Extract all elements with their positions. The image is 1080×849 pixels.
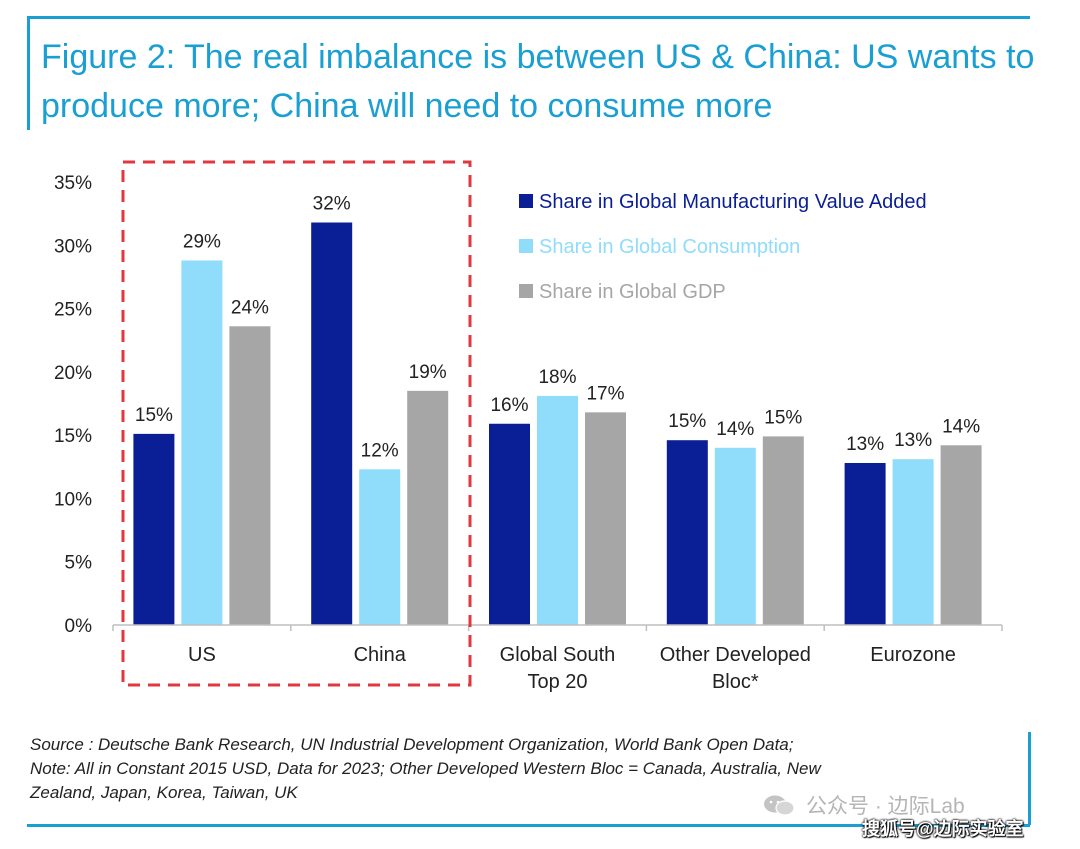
bar-value-label: 18% bbox=[538, 367, 576, 388]
bar bbox=[666, 440, 708, 625]
figure-title: Figure 2: The real imbalance is between … bbox=[41, 38, 1035, 125]
legend-swatch bbox=[519, 239, 533, 253]
bar bbox=[940, 445, 982, 625]
bar bbox=[537, 395, 578, 625]
footnote: Source : Deutsche Bank Research, UN Indu… bbox=[30, 733, 1020, 805]
y-tick-label: 25% bbox=[54, 300, 92, 321]
bar bbox=[133, 433, 175, 625]
y-tick-label: 10% bbox=[54, 489, 92, 510]
bar bbox=[844, 462, 886, 625]
title-accent-bar bbox=[27, 16, 30, 130]
wechat-icon bbox=[764, 795, 795, 816]
bar-value-label: 12% bbox=[361, 440, 399, 461]
footnote-note: Note: All in Constant 2015 USD, Data for… bbox=[30, 759, 821, 778]
watermark-wechat-text: 公众号 · 边际Lab bbox=[806, 795, 965, 818]
y-tick-label: 0% bbox=[65, 616, 93, 637]
legend-label: Share in Global Consumption bbox=[539, 236, 800, 258]
x-category-label: US bbox=[188, 644, 216, 666]
bar-value-label: 19% bbox=[409, 362, 447, 383]
y-tick-label: 20% bbox=[54, 363, 92, 384]
bar-value-label: 15% bbox=[135, 405, 173, 426]
bar bbox=[892, 459, 934, 625]
watermark-sohu: 搜狐号@边际实验室 bbox=[862, 819, 1024, 839]
x-category-label: Eurozone bbox=[870, 644, 956, 666]
bar-value-label: 14% bbox=[716, 419, 754, 440]
bar-value-label: 32% bbox=[313, 194, 351, 215]
legend-swatch bbox=[519, 194, 533, 208]
y-tick-label: 35% bbox=[54, 173, 92, 194]
y-tick-label: 5% bbox=[65, 553, 93, 574]
highlight-box bbox=[121, 160, 472, 687]
footnote-accent-bar bbox=[1028, 732, 1031, 825]
bar-value-label: 16% bbox=[490, 395, 528, 416]
x-category-label: Bloc* bbox=[712, 671, 759, 693]
bar bbox=[229, 326, 271, 625]
bar-value-label: 13% bbox=[846, 434, 884, 455]
watermark-wechat: 公众号 · 边际Lab bbox=[762, 790, 965, 820]
y-tick-label: 15% bbox=[54, 426, 92, 447]
bar-chart: 0% 5% 10% 15% 20% 25% 30% 35% 15% 29% 24% 32% 12% 19%… bbox=[54, 160, 1003, 693]
bar-value-label: 15% bbox=[764, 407, 802, 428]
bar-value-label: 29% bbox=[183, 231, 221, 252]
bar bbox=[407, 390, 449, 625]
x-category-label: Top 20 bbox=[527, 671, 587, 693]
x-category-label: China bbox=[354, 644, 407, 666]
bar-value-label: 17% bbox=[586, 383, 624, 404]
bar bbox=[311, 222, 353, 625]
top-rule bbox=[27, 16, 1030, 19]
bar bbox=[181, 260, 223, 625]
legend-label: Share in Global GDP bbox=[539, 281, 726, 303]
bar-value-label: 13% bbox=[894, 430, 932, 451]
bar-value-label: 15% bbox=[668, 411, 706, 432]
bar bbox=[714, 447, 756, 625]
x-category-label: Global South bbox=[500, 644, 616, 666]
bar bbox=[762, 436, 804, 625]
legend-swatch bbox=[519, 284, 533, 298]
footnote-source: Source : Deutsche Bank Research, UN Indu… bbox=[30, 735, 794, 754]
bar bbox=[359, 469, 401, 625]
bar bbox=[585, 412, 626, 625]
legend-label: Share in Global Manufacturing Value Adde… bbox=[539, 191, 927, 213]
bar bbox=[489, 423, 530, 625]
x-category-label: Other Developed bbox=[660, 644, 811, 666]
footnote-note-cont: Zealand, Japan, Korea, Taiwan, UK bbox=[30, 783, 298, 802]
bar-value-label: 14% bbox=[942, 416, 980, 437]
bottom-rule bbox=[27, 824, 1030, 827]
bar-value-label: 24% bbox=[231, 297, 269, 318]
y-tick-label: 30% bbox=[54, 236, 92, 257]
